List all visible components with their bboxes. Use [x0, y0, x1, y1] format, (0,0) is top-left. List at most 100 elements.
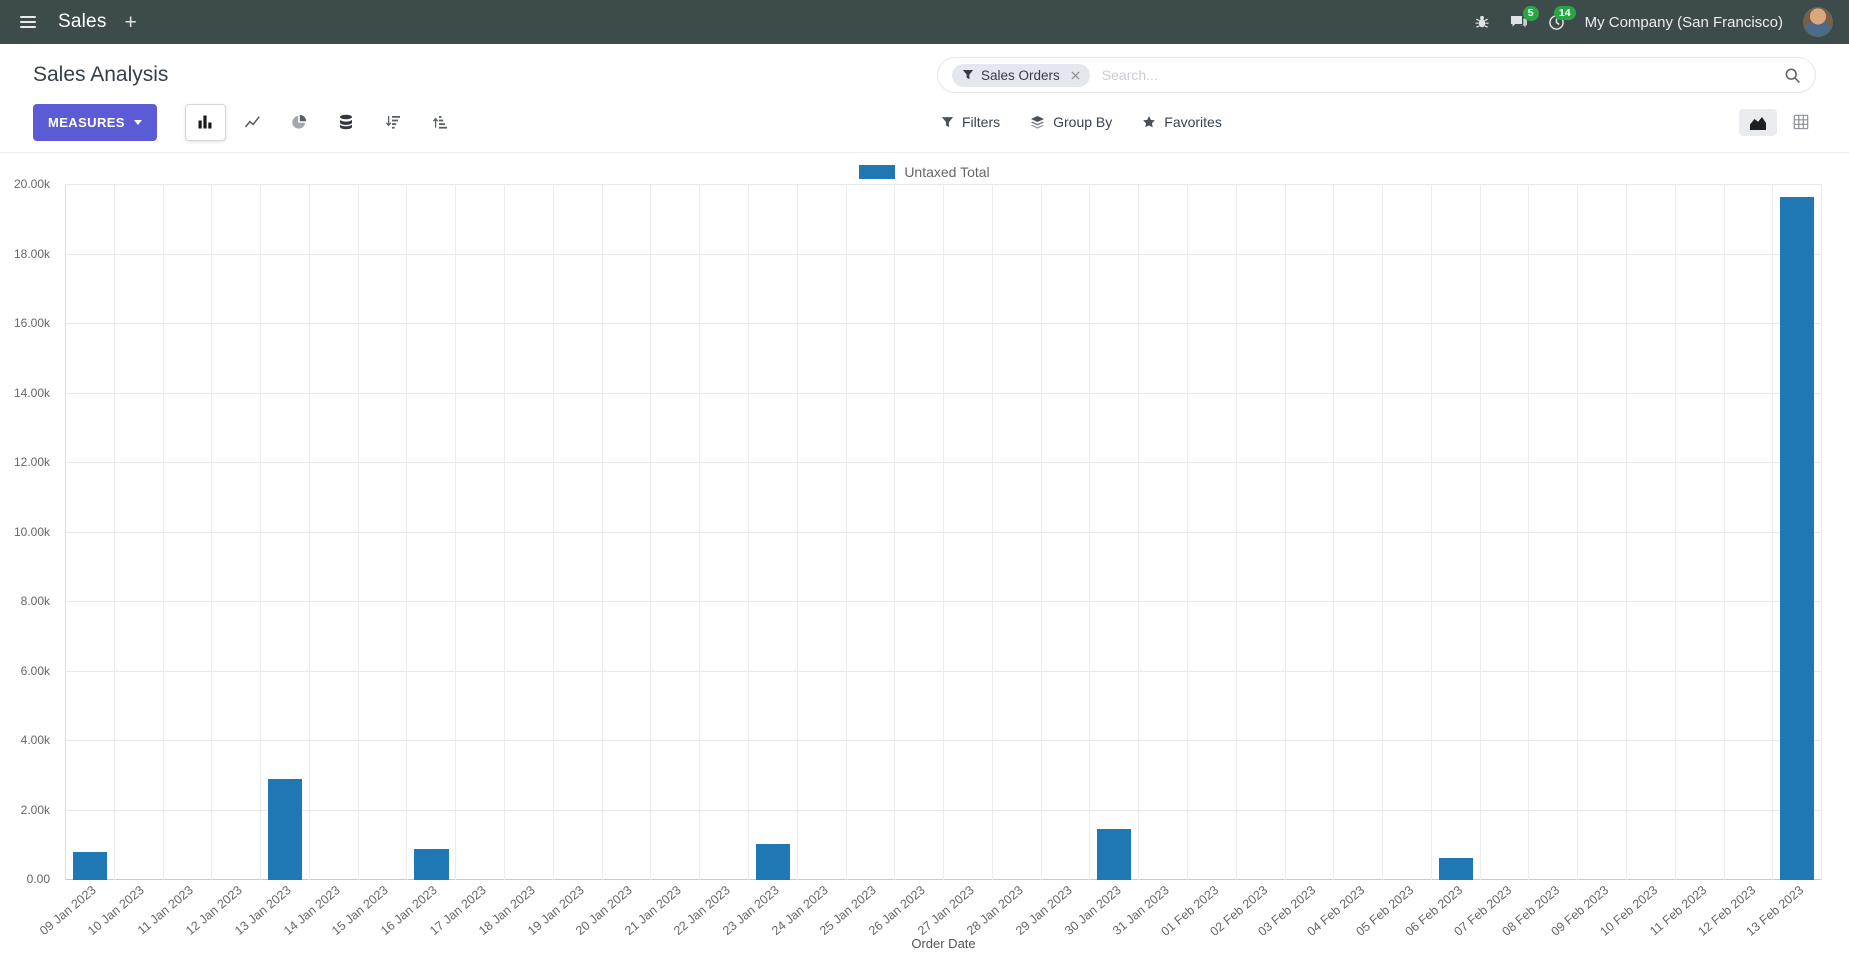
bar-chart-button[interactable]: [184, 103, 226, 141]
top-navbar: Sales + 5 14 My Company (San Francisco): [0, 0, 1849, 44]
group-by-button[interactable]: Group By: [1030, 114, 1112, 130]
measures-label: MEASURES: [48, 114, 125, 130]
bar-06-feb-2023[interactable]: [1438, 858, 1473, 880]
category-column: [749, 185, 798, 880]
page-title: Sales Analysis: [33, 63, 169, 86]
category-column: [1627, 185, 1676, 880]
x-axis-title: Order Date: [911, 936, 976, 951]
search-facet-sales-orders[interactable]: Sales Orders: [952, 63, 1090, 87]
search-bar[interactable]: Sales Orders: [937, 57, 1816, 93]
category-column: [1286, 185, 1335, 880]
bar-30-jan-2023[interactable]: [1097, 828, 1132, 880]
plus-icon[interactable]: +: [124, 10, 137, 34]
filter-funnel-icon: [941, 116, 954, 129]
legend-swatch: [859, 165, 896, 179]
bar-13-feb-2023[interactable]: [1780, 197, 1815, 880]
star-icon: [1142, 115, 1156, 129]
filters-button[interactable]: Filters: [941, 114, 1000, 130]
category-column: [407, 185, 457, 880]
chart-type-toolbar: [184, 103, 461, 141]
debug-bug-icon[interactable]: [1474, 14, 1490, 30]
line-chart-button[interactable]: [232, 104, 273, 141]
navbar-left: Sales +: [16, 11, 137, 33]
apps-menu-icon[interactable]: [16, 12, 40, 32]
pivot-view-button[interactable]: [1783, 108, 1819, 136]
activity-count-badge: 14: [1553, 5, 1576, 20]
chart-legend[interactable]: Untaxed Total: [0, 159, 1849, 185]
group-by-label: Group By: [1053, 114, 1113, 130]
graph-view-button[interactable]: [1739, 108, 1777, 136]
plot-grid: [65, 185, 1823, 880]
company-switcher[interactable]: My Company (San Francisco): [1584, 13, 1783, 31]
chevron-down-icon: [133, 119, 142, 125]
category-column: [1725, 185, 1774, 880]
category-column: [1676, 185, 1725, 880]
category-column: [261, 185, 310, 880]
category-column: [993, 185, 1042, 880]
y-tick-label: 4.00k: [20, 733, 50, 747]
area-chart-icon: [1750, 116, 1766, 130]
stacked-toggle-button[interactable]: [326, 104, 367, 141]
y-tick-label: 14.00k: [13, 385, 50, 400]
y-tick-label: 8.00k: [20, 594, 50, 608]
category-column: [554, 185, 603, 880]
filters-label: Filters: [962, 114, 1001, 130]
bar-16-jan-2023[interactable]: [414, 848, 449, 880]
category-column: [700, 185, 749, 880]
category-column: [847, 185, 896, 880]
category-column: [1529, 185, 1579, 880]
app-name[interactable]: Sales: [58, 11, 107, 32]
category-column: [1188, 185, 1237, 880]
category-column: [1139, 185, 1188, 880]
layers-icon: [1030, 115, 1045, 130]
favorites-button[interactable]: Favorites: [1142, 114, 1222, 130]
facet-remove-icon[interactable]: [1071, 70, 1080, 80]
view-switcher: [1739, 108, 1819, 136]
control-panel-row-bottom: MEASURES: [0, 98, 1849, 146]
category-column: [310, 185, 359, 880]
y-tick-label: 20.00k: [13, 177, 50, 191]
x-axis-labels: 09 Jan 2023 10 Jan 2023 11 Jan 2023 12 Jan …: [36, 883, 1807, 939]
category-column: [164, 185, 213, 880]
pivot-grid-icon: [1793, 114, 1809, 130]
bar-23-jan-2023[interactable]: [755, 843, 791, 880]
sort-ascending-button[interactable]: [420, 104, 461, 141]
category-column: [1481, 185, 1530, 880]
activity-clock-icon[interactable]: 14: [1548, 5, 1576, 31]
navbar-systray: 5 14 My Company (San Francisco): [1474, 5, 1833, 37]
y-tick-label: 6.00k: [20, 663, 50, 678]
h-gridline: [65, 184, 1822, 185]
y-tick-label: 10.00k: [13, 524, 50, 539]
category-column: [944, 185, 993, 880]
category-column: [359, 185, 408, 880]
y-tick-label: 0.00: [26, 872, 50, 886]
sort-descending-button[interactable]: [373, 104, 414, 141]
bar-09-jan-2023[interactable]: [72, 852, 108, 880]
category-column: [1578, 185, 1627, 880]
category-column: [1237, 185, 1286, 880]
y-tick-label: 16.00k: [13, 316, 50, 330]
facet-filter-icon: [962, 70, 974, 80]
category-column: [212, 185, 262, 880]
search-options: Filters Group By Favorit: [941, 114, 1222, 130]
pie-chart-button[interactable]: [279, 104, 320, 141]
search-icon[interactable]: [1784, 67, 1801, 84]
category-column: [66, 185, 115, 880]
category-column: [603, 185, 652, 880]
category-column: [456, 185, 506, 880]
message-count-badge: 5: [1522, 6, 1539, 21]
measures-button[interactable]: MEASURES: [33, 103, 157, 141]
category-column: [1773, 185, 1823, 880]
category-column: [1334, 185, 1384, 880]
messages-icon[interactable]: 5: [1510, 6, 1539, 30]
search-input[interactable]: [1101, 67, 1784, 83]
bar-13-jan-2023[interactable]: [267, 779, 303, 880]
graph-view: Untaxed Total 0.00 2.00k 4.00k 6.00k 8.00k 10…: [0, 153, 1849, 956]
category-column: [115, 185, 164, 880]
y-tick-label: 18.00k: [13, 246, 50, 261]
y-axis-labels: 0.00 2.00k 4.00k 6.00k 8.00k 10.00k 12.00k 14.0…: [0, 177, 58, 886]
legend-label: Untaxed Total: [904, 164, 990, 180]
favorites-label: Favorites: [1164, 114, 1222, 130]
category-column: [651, 185, 701, 880]
user-avatar[interactable]: [1803, 7, 1833, 37]
